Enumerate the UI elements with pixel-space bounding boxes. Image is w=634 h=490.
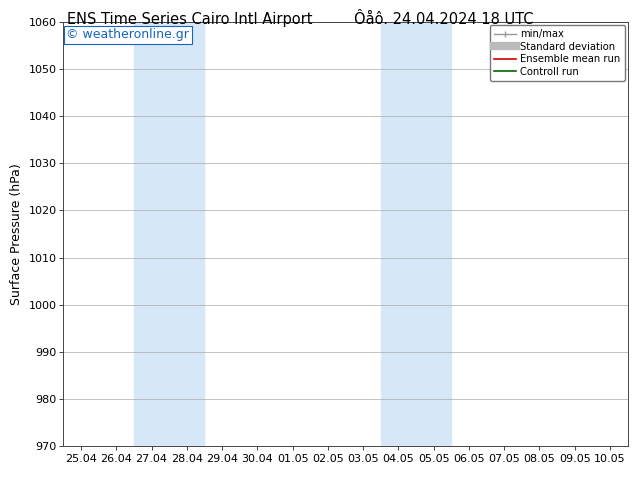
Legend: min/max, Standard deviation, Ensemble mean run, Controll run: min/max, Standard deviation, Ensemble me… <box>491 25 624 80</box>
Y-axis label: Surface Pressure (hPa): Surface Pressure (hPa) <box>10 163 23 305</box>
Text: ENS Time Series Cairo Intl Airport: ENS Time Series Cairo Intl Airport <box>67 12 313 27</box>
Bar <box>381 22 451 446</box>
Text: © weatheronline.gr: © weatheronline.gr <box>66 28 189 42</box>
Bar <box>134 22 204 446</box>
Text: Ôåô. 24.04.2024 18 UTC: Ôåô. 24.04.2024 18 UTC <box>354 12 534 27</box>
